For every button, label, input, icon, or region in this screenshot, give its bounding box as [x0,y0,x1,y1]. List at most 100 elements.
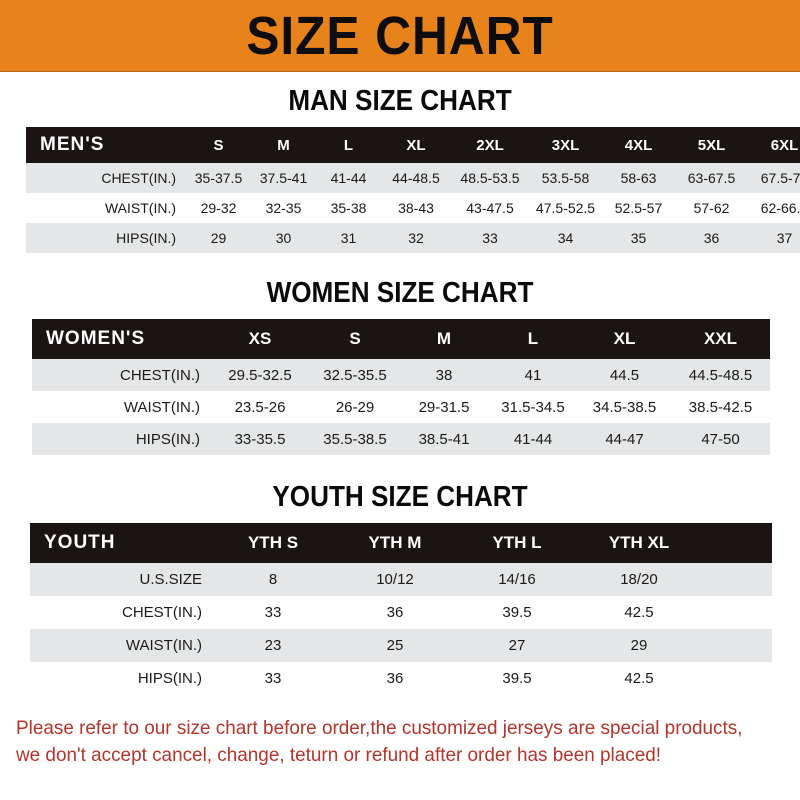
youth-header-row: YOUTH YTH S YTH M YTH L YTH XL [30,523,772,563]
cell: 39.5 [502,604,532,621]
cell: 18/20 [620,571,658,588]
page-title: SIZE CHART [246,5,554,66]
men-header-label: MEN'S [40,134,105,155]
header-banner: SIZE CHART [0,0,800,72]
cell: 29-31.5 [418,398,470,416]
cell: 63-67.5 [687,170,736,186]
cell: 29.5-32.5 [228,366,292,384]
row-label: U.S.SIZE [139,571,202,588]
table-row: CHEST(IN.) 29.5-32.5 32.5-35.5 38 41 44.… [32,359,770,391]
cell: 14/16 [498,571,536,588]
row-label: HIPS(IN.) [137,670,202,687]
cell: 48.5-53.5 [460,170,520,186]
women-size-table: WOMEN'S XS S M L XL XXL CHEST(IN.) 29.5-… [32,319,770,455]
cell: 47-50 [701,430,740,448]
row-label: HIPS(IN.) [116,230,176,246]
cell: 44-47 [605,430,644,448]
cell: 36 [386,604,404,621]
women-header-xl: XL [613,329,636,348]
cell: 35 [630,230,647,246]
footer-note-line-2: we don't accept cancel, change, teturn o… [16,744,662,766]
men-header-row: MEN'S S M L XL 2XL 3XL 4XL 5XL 6XL [26,127,800,163]
women-header-row: WOMEN'S XS S M L XL XXL [32,319,770,359]
table-row: WAIST(IN.) 23.5-26 26-29 29-31.5 31.5-34… [32,391,770,423]
row-label: WAIST(IN.) [123,398,200,416]
cell: 33 [482,230,498,246]
section-title-women: WOMEN SIZE CHART [266,277,534,309]
cell: 34 [557,230,574,246]
cell: 35.5-38.5 [323,430,387,448]
footer-note: Please refer to our size chart before or… [16,715,761,769]
youth-header-xl: YTH XL [608,533,670,552]
table-row: U.S.SIZE 8 10/12 14/16 18/20 [30,563,772,596]
table-row: HIPS(IN.) 33 36 39.5 42.5 [30,662,772,695]
cell: 25 [386,637,404,654]
cell: 38.5-41 [418,430,470,448]
cell: 57-62 [693,200,730,216]
cell: 34.5-38.5 [592,398,657,416]
cell: 44-48.5 [392,170,440,186]
men-header-s: S [213,136,224,154]
table-row: WAIST(IN.) 29-32 32-35 35-38 38-43 43-47… [26,193,800,223]
youth-header-m: YTH M [368,533,422,552]
men-header-2xl: 2XL [476,136,504,154]
table-row: WAIST(IN.) 23 25 27 29 [30,629,772,662]
cell: 29-32 [200,200,237,216]
women-header-m: M [436,329,452,348]
cell: 10/12 [376,571,414,588]
cell-spacer [700,596,772,629]
cell: 53.5-58 [541,170,590,186]
cell: 26-29 [335,398,375,416]
table-row: HIPS(IN.) 33-35.5 35.5-38.5 38.5-41 41-4… [32,423,770,455]
cell: 43-47.5 [466,200,514,216]
section-title-man: MAN SIZE CHART [288,85,512,117]
youth-header-l: YTH L [492,533,542,552]
cell: 39.5 [502,670,532,687]
section-title-youth: YOUTH SIZE CHART [272,481,528,513]
cell: 32.5-35.5 [323,366,387,384]
cell: 41-44 [513,430,553,448]
row-label: WAIST(IN.) [104,200,176,216]
women-header-xs: XS [248,329,272,348]
men-header-l: L [343,136,354,154]
women-header-s: S [349,329,361,348]
youth-size-table: YOUTH YTH S YTH M YTH L YTH XL U.S.SIZE … [30,523,772,695]
cell: 33 [264,604,282,621]
cell: 29 [210,230,227,246]
cell: 27 [508,637,526,654]
cell: 31.5-34.5 [501,398,565,416]
men-table-wrapper: MEN'S S M L XL 2XL 3XL 4XL 5XL 6XL CHEST… [0,127,800,253]
men-header-6xl: 6XL [770,136,799,154]
cell: 30 [275,230,292,246]
cell: 38.5-42.5 [688,398,753,416]
cell: 23.5-26 [234,398,286,416]
women-header-label: WOMEN'S [46,328,146,349]
cell: 8 [268,571,278,588]
table-row: HIPS(IN.) 29 30 31 32 33 34 35 36 37 [26,223,800,253]
men-header-4xl: 4XL [624,136,653,154]
cell: 37 [776,230,793,246]
men-header-m: M [277,136,290,154]
row-label: CHEST(IN.) [101,170,176,186]
cell: 33-35.5 [234,430,286,448]
row-label: HIPS(IN.) [135,430,200,448]
row-label: CHEST(IN.) [122,604,202,621]
cell: 58-63 [620,170,657,186]
cell: 37.5-41 [259,170,308,186]
cell: 44.5-48.5 [688,366,753,384]
row-label: CHEST(IN.) [120,366,200,384]
cell: 31 [340,230,357,246]
cell: 38 [435,366,453,384]
table-row: CHEST(IN.) 35-37.5 37.5-41 41-44 44-48.5… [26,163,800,193]
cell: 44.5 [609,366,640,384]
cell-spacer [700,563,772,596]
cell: 42.5 [624,670,654,687]
cell: 36 [703,230,720,246]
youth-header-spacer [700,523,772,563]
table-row: CHEST(IN.) 33 36 39.5 42.5 [30,596,772,629]
cell: 35-38 [330,200,367,216]
men-header-xl: XL [406,136,426,154]
youth-header-label: YOUTH [44,532,116,553]
cell: 47.5-52.5 [535,200,596,216]
